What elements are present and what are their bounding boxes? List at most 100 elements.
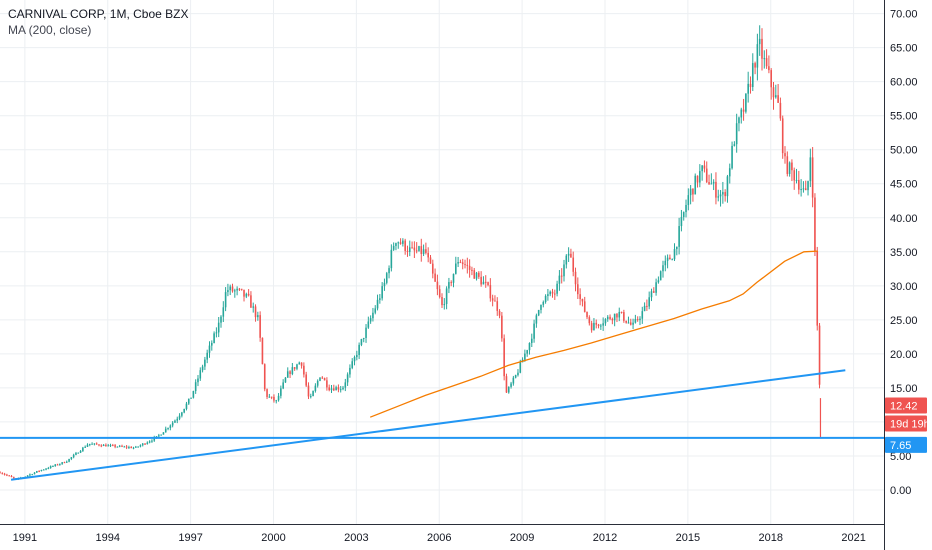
candle-body (751, 63, 754, 88)
candle-body (784, 153, 786, 157)
candle-body (383, 282, 386, 287)
candle-body (13, 477, 15, 479)
candle-body (171, 422, 174, 426)
candle-body (86, 444, 89, 447)
candle-body (54, 464, 57, 466)
candle-body (701, 165, 703, 172)
candle-body (505, 376, 508, 393)
candle-body (392, 245, 395, 250)
candle-body (588, 317, 591, 324)
candle-body (593, 322, 595, 331)
candle-body (464, 264, 466, 266)
candle-body (503, 338, 505, 377)
candle-body (360, 339, 363, 345)
candle-body (102, 444, 105, 447)
candle-body (342, 387, 344, 390)
candle-body (183, 408, 185, 413)
candle-body (652, 291, 655, 293)
candle-body (88, 443, 91, 445)
candle-body (52, 465, 54, 467)
candle-body (29, 474, 31, 476)
candle-body (77, 452, 80, 454)
candle-body (91, 443, 93, 445)
candle-body (728, 168, 731, 177)
candle-body (648, 297, 650, 307)
candle-body (227, 290, 229, 293)
candle-body (558, 275, 561, 284)
candle-body (512, 377, 515, 384)
candle-body (731, 145, 733, 169)
candle-body (135, 446, 137, 448)
candle-body (164, 428, 167, 433)
candle-body (577, 284, 579, 295)
candle-body (445, 288, 448, 304)
candle-body (436, 281, 439, 290)
price-tick-label: 70.00 (890, 9, 918, 21)
countdown-badge-bg (885, 415, 927, 432)
candle-body (745, 93, 747, 112)
candle-body (530, 338, 533, 343)
candle-body (475, 272, 478, 279)
candle-body (303, 365, 305, 375)
candle-body (38, 470, 40, 472)
candle-body (639, 318, 641, 321)
candle-body (33, 472, 36, 475)
candle-body (551, 291, 554, 294)
level-price-badge: 7.65 (890, 440, 911, 452)
candle-body (261, 337, 264, 365)
candle-body (634, 319, 637, 323)
candle-body (192, 391, 195, 398)
candle-body (616, 313, 618, 318)
candle-body (252, 306, 255, 308)
candle-body (498, 310, 501, 316)
candle-body (247, 293, 250, 296)
candle-body (406, 250, 409, 252)
candle-body (100, 445, 103, 447)
candle-body (176, 418, 179, 421)
candle-body (8, 475, 11, 477)
candle-body (291, 367, 294, 374)
time-tick-label: 1994 (95, 532, 119, 544)
candle-body (250, 295, 252, 308)
candle-body (501, 315, 503, 339)
candle-body (431, 263, 434, 274)
candle-body (535, 315, 538, 324)
price-tick-label: 45.00 (890, 179, 918, 191)
candle-body (600, 325, 602, 327)
candle-body (139, 445, 142, 447)
candle-body (266, 389, 268, 397)
candle-body (699, 171, 701, 183)
candle-body (289, 371, 291, 374)
candle-body (696, 175, 699, 183)
price-tick-label: 5.00 (890, 451, 911, 463)
candle-body (160, 434, 162, 436)
price-tick-label: 55.00 (890, 111, 918, 123)
candle-body (761, 38, 763, 59)
candle-body (238, 288, 241, 290)
candle-body (75, 452, 77, 455)
candle-body (40, 469, 43, 472)
candle-body (574, 271, 577, 285)
candle-body (349, 367, 351, 375)
candle-body (116, 446, 119, 448)
candle-body (482, 281, 485, 285)
candle-body (448, 282, 450, 289)
candle-body (158, 435, 160, 437)
candle-body (425, 249, 427, 253)
candle-body (747, 83, 749, 94)
candle-body (618, 311, 621, 318)
candle-body (722, 192, 724, 195)
candle-body (570, 253, 572, 258)
candle-body (804, 188, 807, 191)
candle-body (641, 311, 644, 319)
candle-body (65, 461, 68, 463)
candle-body (657, 280, 660, 283)
price-tick-label: 35.00 (890, 247, 918, 259)
candle-body (397, 242, 400, 244)
candle-body (627, 322, 630, 324)
candle-body (650, 291, 653, 298)
candle-body (586, 311, 588, 318)
candle-body (332, 388, 335, 391)
